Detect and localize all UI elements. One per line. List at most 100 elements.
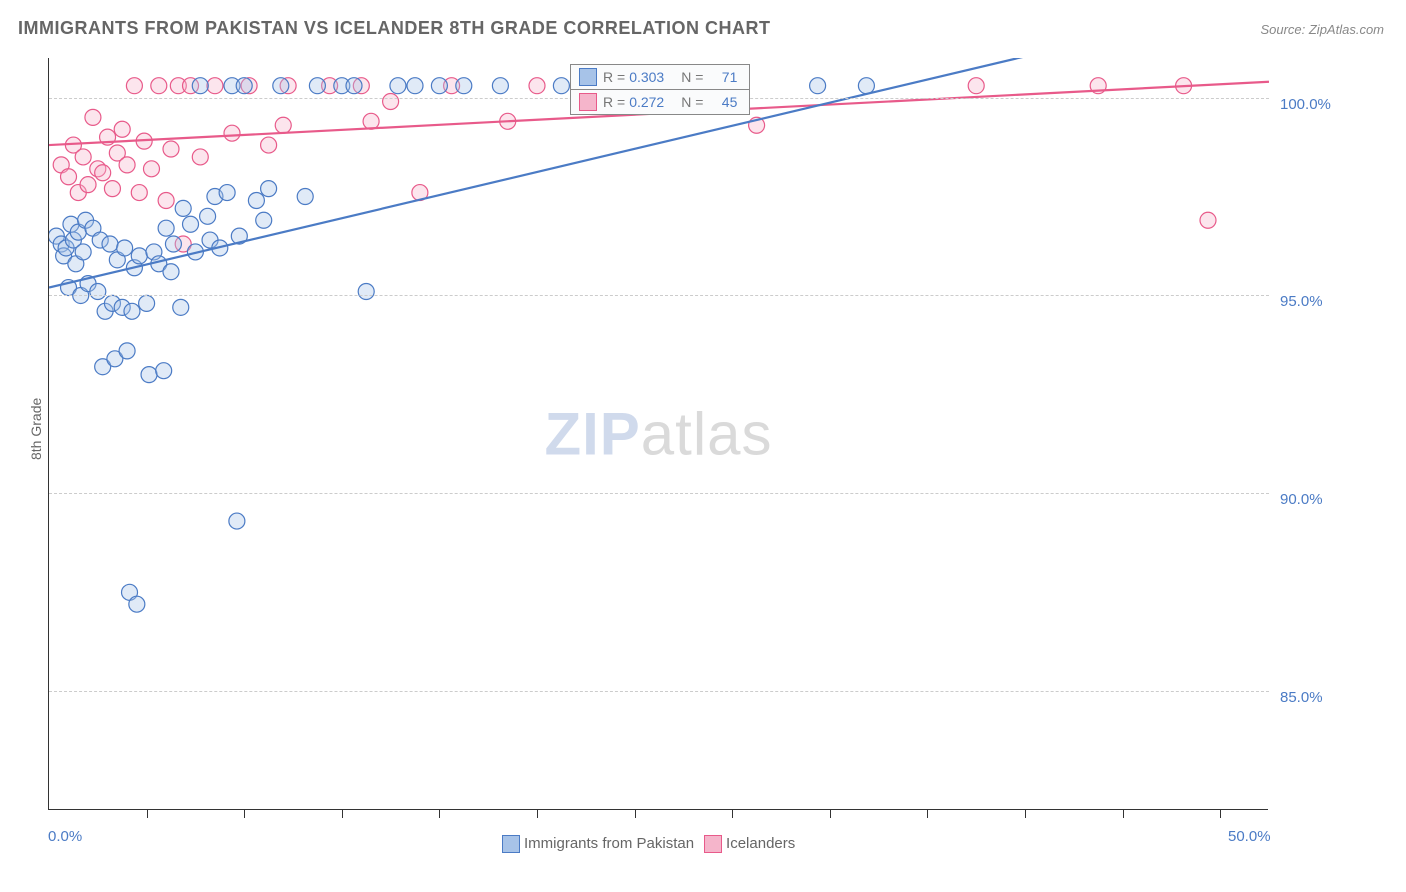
scatter-point — [200, 208, 216, 224]
scatter-point — [273, 78, 289, 94]
x-tick-mark — [635, 810, 636, 818]
scatter-point — [173, 299, 189, 315]
scatter-point — [456, 78, 472, 94]
x-tick-mark — [147, 810, 148, 818]
legend-row: R =0.272N =45 — [571, 90, 749, 114]
scatter-point — [104, 181, 120, 197]
scatter-point — [207, 78, 223, 94]
scatter-point — [126, 78, 142, 94]
scatter-point — [358, 284, 374, 300]
x-tick-mark — [830, 810, 831, 818]
scatter-point — [346, 78, 362, 94]
legend-r-label: R = — [603, 69, 625, 85]
scatter-point — [407, 78, 423, 94]
scatter-point — [390, 78, 406, 94]
scatter-point — [131, 248, 147, 264]
chart-title: IMMIGRANTS FROM PAKISTAN VS ICELANDER 8T… — [18, 18, 771, 39]
x-tick-mark — [1123, 810, 1124, 818]
scatter-point — [431, 78, 447, 94]
series-legend: Immigrants from Pakistan Icelanders — [502, 835, 795, 853]
scatter-point — [95, 165, 111, 181]
scatter-point — [183, 216, 199, 232]
x-tick-mark — [439, 810, 440, 818]
correlation-legend: R =0.303N =71 R =0.272N =45 — [570, 64, 750, 115]
scatter-point — [236, 78, 252, 94]
x-tick-mark — [342, 810, 343, 818]
scatter-point — [80, 177, 96, 193]
legend-swatch — [579, 93, 597, 111]
x-tick-mark — [732, 810, 733, 818]
x-tick-label: 50.0% — [1228, 828, 1271, 845]
scatter-point — [129, 596, 145, 612]
scatter-point — [810, 78, 826, 94]
scatter-point — [139, 295, 155, 311]
scatter-point — [175, 200, 191, 216]
legend-swatch — [704, 835, 722, 853]
scatter-point — [275, 117, 291, 133]
legend-r-value: 0.272 — [629, 94, 677, 110]
x-tick-label: 0.0% — [48, 828, 82, 845]
scatter-point — [124, 303, 140, 319]
legend-n-value: 71 — [707, 69, 737, 85]
scatter-point — [85, 109, 101, 125]
x-tick-mark — [927, 810, 928, 818]
y-tick-label: 95.0% — [1280, 293, 1323, 310]
x-tick-mark — [244, 810, 245, 818]
scatter-point — [858, 78, 874, 94]
scatter-point — [117, 240, 133, 256]
scatter-point — [158, 192, 174, 208]
plot-area: ZIPatlas — [48, 58, 1268, 810]
scatter-point — [492, 78, 508, 94]
legend-n-label: N = — [681, 94, 703, 110]
legend-item: Icelanders — [704, 835, 795, 853]
legend-r-value: 0.303 — [629, 69, 677, 85]
scatter-point — [156, 363, 172, 379]
scatter-point — [163, 264, 179, 280]
scatter-point — [383, 94, 399, 110]
legend-swatch — [579, 68, 597, 86]
scatter-point — [102, 236, 118, 252]
scatter-point — [141, 367, 157, 383]
scatter-point — [192, 78, 208, 94]
x-tick-mark — [1025, 810, 1026, 818]
scatter-point — [553, 78, 569, 94]
gridline — [49, 691, 1269, 692]
legend-label: Icelanders — [726, 835, 795, 852]
legend-label: Immigrants from Pakistan — [524, 835, 694, 852]
scatter-point — [61, 169, 77, 185]
scatter-point — [968, 78, 984, 94]
legend-r-label: R = — [603, 94, 625, 110]
scatter-plot-svg — [49, 58, 1269, 810]
scatter-point — [75, 149, 91, 165]
scatter-point — [229, 513, 245, 529]
scatter-point — [119, 157, 135, 173]
scatter-point — [151, 78, 167, 94]
scatter-point — [90, 284, 106, 300]
scatter-point — [75, 244, 91, 260]
y-tick-label: 90.0% — [1280, 491, 1323, 508]
scatter-point — [219, 185, 235, 201]
scatter-point — [297, 189, 313, 205]
y-tick-label: 100.0% — [1280, 96, 1331, 113]
scatter-point — [131, 185, 147, 201]
legend-swatch — [502, 835, 520, 853]
scatter-point — [363, 113, 379, 129]
scatter-point — [158, 220, 174, 236]
legend-n-value: 45 — [707, 94, 737, 110]
x-tick-mark — [1220, 810, 1221, 818]
scatter-point — [163, 141, 179, 157]
scatter-point — [309, 78, 325, 94]
scatter-point — [261, 181, 277, 197]
scatter-point — [256, 212, 272, 228]
chart-container: IMMIGRANTS FROM PAKISTAN VS ICELANDER 8T… — [0, 0, 1406, 892]
scatter-point — [1200, 212, 1216, 228]
scatter-point — [119, 343, 135, 359]
legend-item: Immigrants from Pakistan — [502, 835, 694, 853]
source-label: Source: ZipAtlas.com — [1260, 22, 1384, 37]
y-axis-label: 8th Grade — [28, 398, 44, 460]
scatter-point — [248, 192, 264, 208]
scatter-point — [192, 149, 208, 165]
gridline — [49, 493, 1269, 494]
scatter-point — [143, 161, 159, 177]
scatter-point — [114, 121, 130, 137]
